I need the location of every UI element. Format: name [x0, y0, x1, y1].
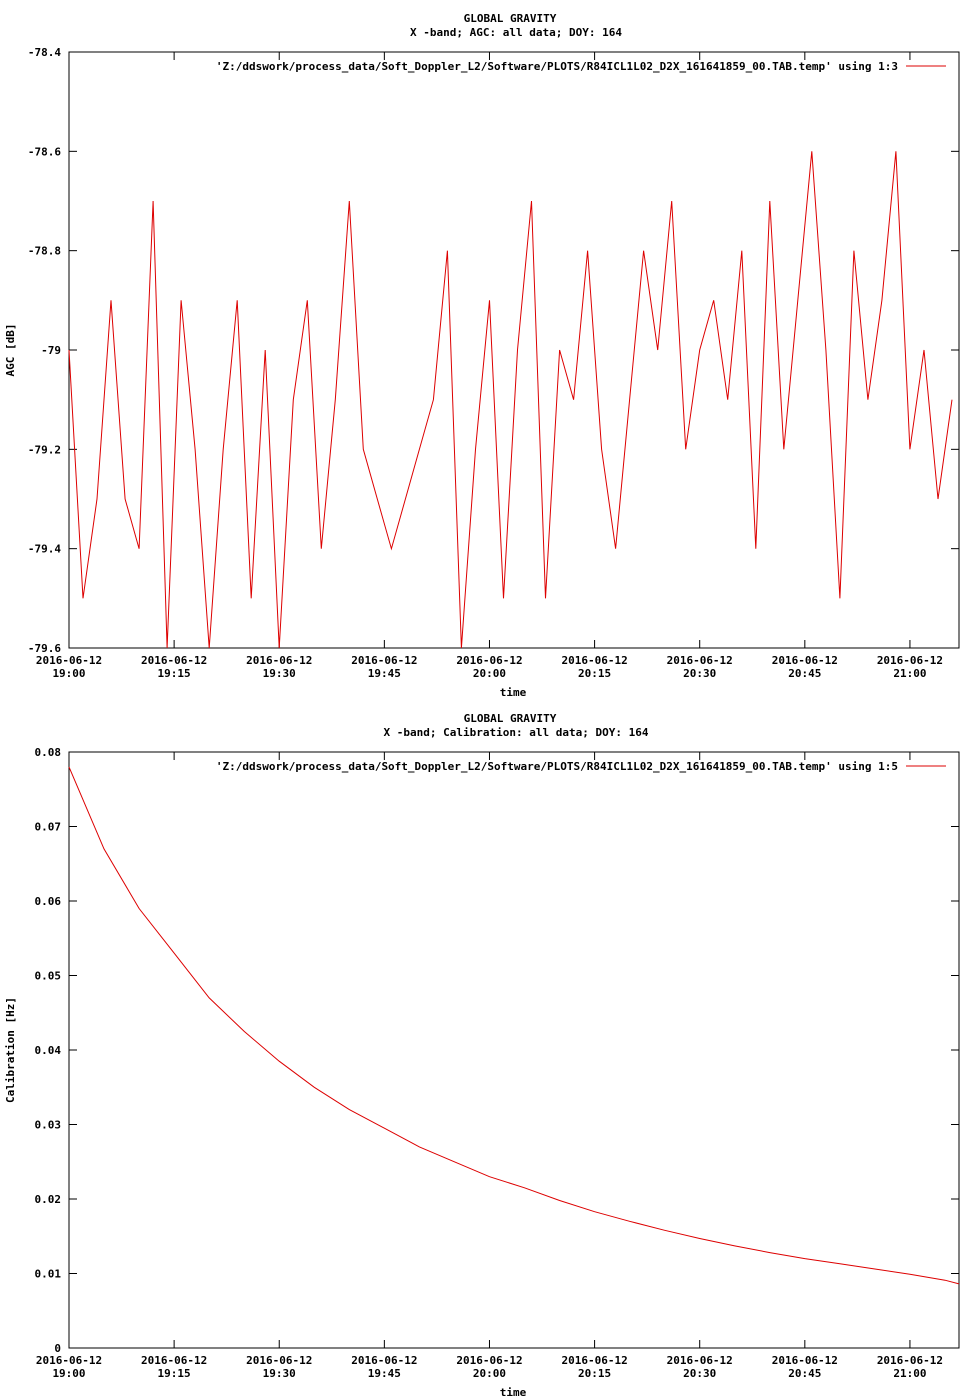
x-tick-time: 21:00: [893, 1367, 926, 1380]
y-tick-label: -79: [41, 344, 61, 357]
x-tick-time: 19:00: [52, 1367, 85, 1380]
y-tick-label: -79.4: [28, 543, 61, 556]
y-tick-label: 0.08: [35, 746, 62, 759]
chart-subtitle: X -band; Calibration: all data; DOY: 164: [384, 726, 649, 739]
y-tick-label: 0.02: [35, 1193, 62, 1206]
x-tick-date: 2016-06-12: [246, 654, 312, 667]
x-tick-time: 19:00: [52, 667, 85, 680]
chart-title: GLOBAL GRAVITY: [464, 712, 557, 725]
x-tick-time: 20:00: [473, 1367, 506, 1380]
x-tick-date: 2016-06-12: [772, 654, 838, 667]
y-tick-label: 0.06: [35, 895, 62, 908]
y-tick-label: 0.07: [35, 821, 62, 834]
x-axis-label: time: [500, 686, 527, 699]
x-axis: 2016-06-1219:002016-06-1219:152016-06-12…: [36, 752, 943, 1380]
x-tick-time: 21:00: [893, 667, 926, 680]
x-axis: 2016-06-1219:002016-06-1219:152016-06-12…: [36, 52, 943, 680]
agc-chart: GLOBAL GRAVITY X -band; AGC: all data; D…: [4, 12, 960, 699]
y-tick-label: -79.2: [28, 443, 61, 456]
y-tick-label: 0.01: [35, 1268, 62, 1281]
x-tick-time: 20:15: [578, 667, 611, 680]
y-axis: -78.4 -78.6 -78.8 -79 -79.2 -79.4 -79.6: [28, 46, 959, 655]
chart-title: GLOBAL GRAVITY: [464, 12, 557, 25]
y-tick-label: -78.4: [28, 46, 61, 59]
x-tick-date: 2016-06-12: [141, 1354, 207, 1367]
x-tick-time: 19:15: [158, 1367, 191, 1380]
x-tick-time: 20:45: [788, 667, 821, 680]
plot-frame: [68, 751, 960, 1349]
y-tick-label: 0.05: [35, 970, 62, 983]
series-line: [68, 151, 953, 649]
x-tick-time: 20:30: [683, 667, 716, 680]
x-tick-date: 2016-06-12: [561, 654, 627, 667]
y-tick-label: 0.03: [35, 1119, 62, 1132]
x-tick-date: 2016-06-12: [877, 1354, 943, 1367]
y-axis: 0.08 0.07 0.06 0.05 0.04 0.03 0.02 0.01 0: [35, 746, 959, 1355]
x-tick-time: 20:15: [578, 1367, 611, 1380]
y-tick-label: -79.6: [28, 642, 61, 655]
y-tick-label: -78.6: [28, 145, 61, 158]
x-axis-label: time: [500, 1386, 527, 1399]
x-tick-date: 2016-06-12: [772, 1354, 838, 1367]
legend-entry: 'Z:/ddswork/process_data/Soft_Doppler_L2…: [216, 60, 898, 73]
x-tick-time: 19:30: [263, 667, 296, 680]
x-tick-date: 2016-06-12: [456, 654, 522, 667]
x-tick-date: 2016-06-12: [36, 1354, 102, 1367]
x-tick-time: 20:45: [788, 1367, 821, 1380]
y-tick-label: 0: [54, 1342, 61, 1355]
x-tick-time: 19:45: [368, 1367, 401, 1380]
x-tick-time: 19:30: [263, 1367, 296, 1380]
x-tick-time: 20:00: [473, 667, 506, 680]
x-tick-date: 2016-06-12: [877, 654, 943, 667]
chart-subtitle: X -band; AGC: all data; DOY: 164: [410, 26, 622, 39]
x-tick-date: 2016-06-12: [351, 1354, 417, 1367]
y-axis-label: Calibration [Hz]: [4, 997, 17, 1103]
x-tick-date: 2016-06-12: [36, 654, 102, 667]
x-tick-date: 2016-06-12: [561, 1354, 627, 1367]
x-tick-date: 2016-06-12: [667, 1354, 733, 1367]
y-axis-label: AGC [dB]: [4, 324, 17, 377]
y-tick-label: 0.04: [35, 1044, 62, 1057]
x-tick-date: 2016-06-12: [667, 654, 733, 667]
x-tick-date: 2016-06-12: [351, 654, 417, 667]
x-tick-date: 2016-06-12: [246, 1354, 312, 1367]
y-tick-label: -78.8: [28, 245, 61, 258]
calibration-chart: GLOBAL GRAVITY X -band; Calibration: all…: [4, 712, 960, 1399]
legend-entry: 'Z:/ddswork/process_data/Soft_Doppler_L2…: [216, 760, 898, 773]
x-tick-date: 2016-06-12: [456, 1354, 522, 1367]
x-tick-date: 2016-06-12: [141, 654, 207, 667]
x-tick-time: 19:15: [158, 667, 191, 680]
series-line: [68, 766, 960, 1285]
x-tick-time: 19:45: [368, 667, 401, 680]
x-tick-time: 20:30: [683, 1367, 716, 1380]
